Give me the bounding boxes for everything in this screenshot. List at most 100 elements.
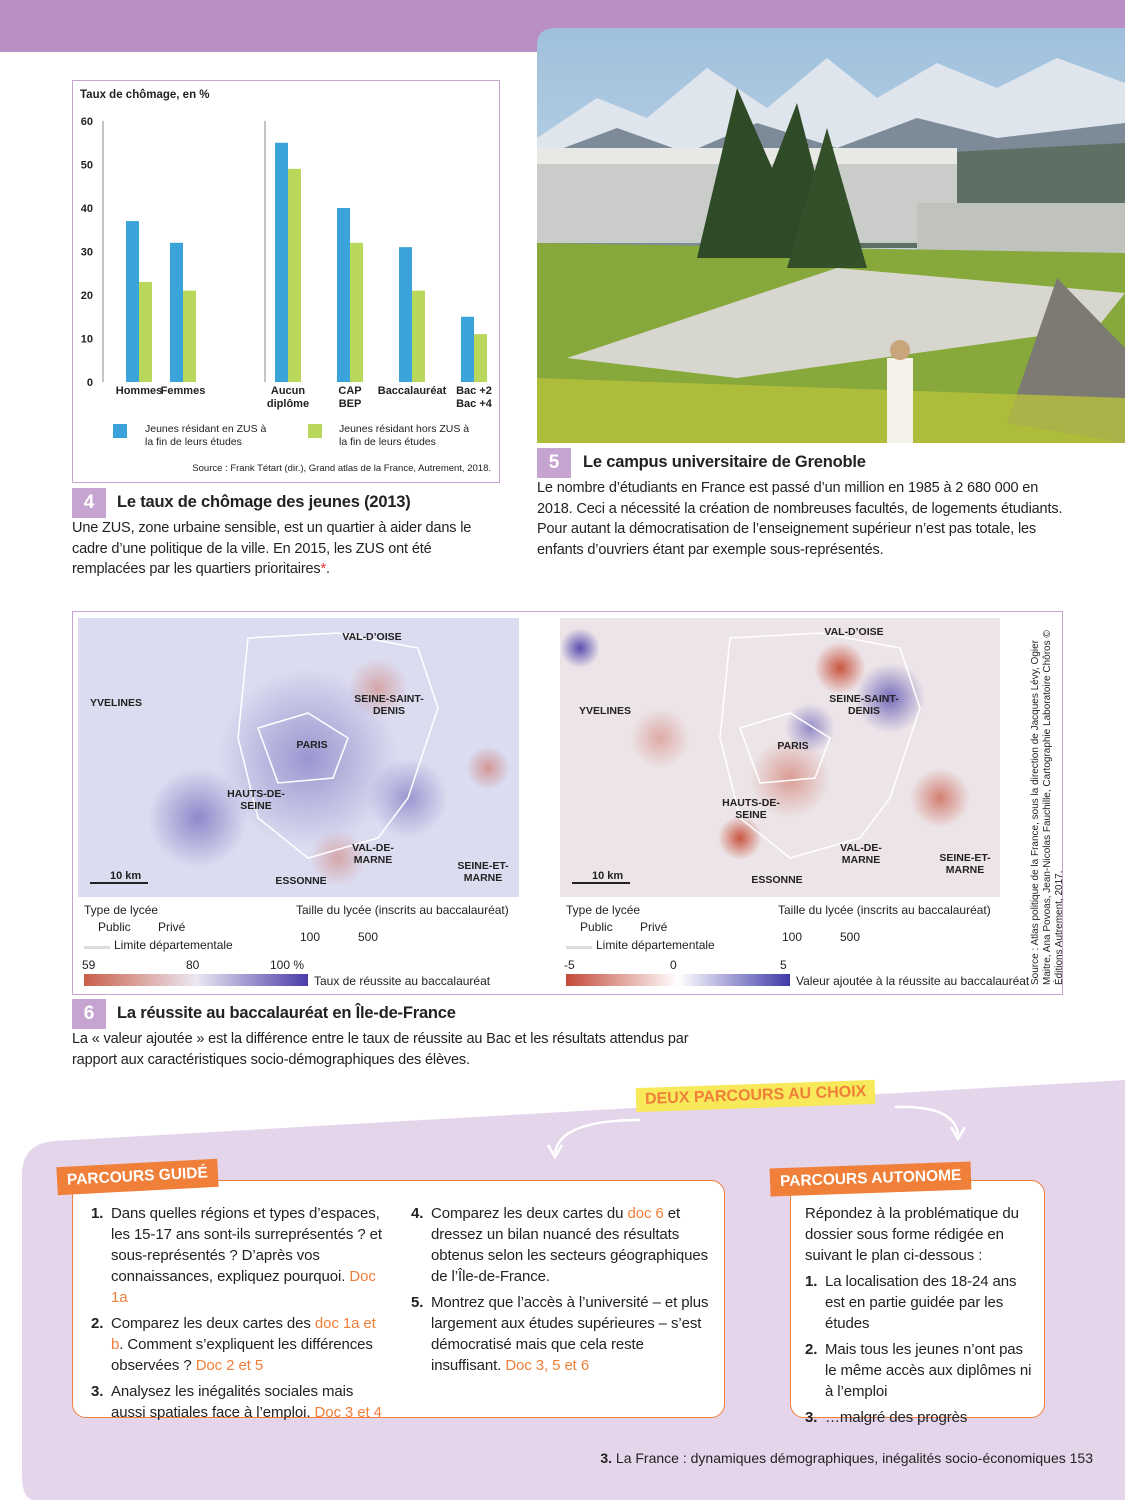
bar: [139, 281, 152, 382]
map-label: SEINE-SAINT-DENIS: [829, 693, 899, 717]
bar: [399, 247, 412, 382]
legend-title: Type de lycée: [566, 903, 641, 917]
legend-label: Jeunes résidant en ZUS à la fin de leurs…: [145, 423, 267, 448]
y-tick-label: 30: [81, 247, 93, 259]
scale-title: Valeur ajoutée à la réussite au baccalau…: [796, 974, 1030, 988]
s-text: Mais tous les jeunes n’ont pas le même a…: [825, 1341, 1032, 1400]
doc-title: Le taux de chômage des jeunes (2013): [117, 493, 411, 511]
legend-label: Privé: [640, 920, 668, 934]
q-num: 1.: [91, 1205, 104, 1222]
map-label: YVELINES: [90, 697, 142, 709]
intro: Répondez à la problématique du dossier s…: [805, 1205, 1019, 1264]
q-ref: Doc 3 et 4: [314, 1404, 382, 1421]
doc-title: Le campus universitaire de Grenoble: [583, 453, 866, 471]
photo-scene: [537, 28, 1125, 443]
x-tick-label: Baccalauréat: [377, 385, 447, 397]
q-ref: Doc 1a: [111, 1268, 376, 1306]
bar: [126, 221, 139, 382]
y-tick-label: 60: [81, 116, 93, 128]
guided-column: 1. Dans quelles régions et types d’espace…: [91, 1203, 391, 1428]
color-scale: [566, 974, 790, 986]
step: 3. …malgré des progrès: [805, 1407, 1037, 1428]
photo: [537, 28, 1125, 443]
footer-title: La France : dynamiques démographiques, i…: [615, 1450, 1066, 1466]
q-body: Montrez que l’accès à l’université – et …: [431, 1294, 709, 1374]
map-label: VAL-D’OISE: [824, 626, 884, 638]
q-ref: doc 6: [627, 1205, 664, 1222]
doc-number: 5: [537, 448, 571, 478]
chart: 0 10 20 30 40 50 60: [81, 116, 487, 389]
map-label: VAL-DE-MARNE: [840, 842, 882, 866]
map-label: ESSONNE: [275, 875, 327, 887]
bar: [474, 334, 487, 382]
footer-chapter: 3.: [600, 1450, 613, 1466]
legend-swatch: [113, 424, 127, 438]
s-text: …malgré des progrès: [825, 1409, 968, 1426]
q-text: Comparez les deux cartes du doc 6 et dre…: [431, 1203, 711, 1287]
bar: [350, 242, 363, 382]
map: [560, 618, 1000, 897]
autonomous-column: Répondez à la problématique du dossier s…: [805, 1203, 1037, 1433]
guided-column: 4. Comparez les deux cartes du doc 6 et d…: [411, 1203, 711, 1381]
scale-min: 59: [82, 958, 96, 972]
legend-label: Limite départementale: [596, 938, 715, 952]
q-text: Analysez les inégalités sociales mais au…: [111, 1381, 391, 1423]
q-body: Dans quelles régions et types d’espaces,…: [111, 1205, 382, 1285]
scale-min: -5: [564, 958, 575, 972]
map-label: VAL-D’OISE: [342, 631, 402, 643]
caption-end: .: [326, 561, 330, 577]
q-num: 2.: [91, 1315, 104, 1332]
doc-caption: Le nombre d’étudiants en France est pass…: [537, 480, 1063, 558]
legend-label: 500: [358, 930, 379, 944]
question: 1. Dans quelles régions et types d’espace…: [91, 1203, 391, 1308]
chart-source: Source : Frank Tétart (dir.), Grand atla…: [192, 463, 491, 474]
doc-caption: La « valeur ajoutée » est la différence …: [72, 1031, 689, 1068]
q-body: Analysez les inégalités sociales mais au…: [111, 1383, 354, 1421]
y-tick-label: 10: [81, 334, 93, 346]
doc-title: La réussite au baccalauréat en Île-de-Fr…: [117, 1004, 456, 1022]
chart-box: Taux de chômage, en % 0 10 20 30 40 50 60 Homm…: [72, 80, 500, 483]
y-tick-label: 20: [81, 290, 93, 302]
x-tick-label: Femmes: [160, 385, 206, 397]
map-source: Source : Atlas politique de la France, s…: [1030, 630, 1065, 985]
map-label: SEINE-ET-MARNE: [939, 852, 991, 876]
bar: [337, 208, 350, 382]
limit-swatch: [566, 946, 592, 949]
q-ref: doc 1a et b: [111, 1315, 376, 1353]
map-label: HAUTS-DE-SEINE: [227, 788, 285, 812]
map: [78, 618, 519, 897]
guided-box: 1. Dans quelles régions et types d’espace…: [72, 1180, 725, 1421]
y-tick-label: 50: [81, 160, 93, 172]
y-tick-label: 40: [81, 203, 93, 215]
bar: [288, 168, 301, 382]
map-label: SEINE-ET-MARNE: [457, 860, 509, 884]
autonomous-box: Répondez à la problématique du dossier s…: [790, 1180, 1045, 1426]
scale-max: 5: [780, 958, 787, 972]
q-text: Comparez les deux cartes des doc 1a et b…: [111, 1313, 391, 1376]
q-ref: Doc 2 et 5: [195, 1357, 264, 1374]
legend-label: Privé: [158, 920, 186, 934]
legend-label: Limite départementale: [114, 938, 233, 952]
x-tick-label: Hommes: [115, 385, 163, 397]
question: 2. Comparez les deux cartes des doc 1a et…: [91, 1313, 391, 1376]
chart-title: Taux de chômage, en %: [80, 89, 210, 101]
legend-label: 100: [782, 930, 803, 944]
map-label: PARIS: [777, 740, 809, 752]
s-num: 2.: [805, 1341, 818, 1358]
legend-label: Public: [98, 920, 131, 934]
scale-mid: 80: [186, 958, 200, 972]
doc-number: 6: [72, 999, 106, 1029]
maps-box: [72, 611, 1063, 995]
legend-label: Jeunes résidant hors ZUS à la fin de leu…: [339, 423, 470, 448]
legend-title: Taille du lycée (inscrits au baccalauréa…: [778, 903, 991, 917]
q-body: Comparez les deux cartes du: [431, 1205, 624, 1222]
legend-label: Public: [580, 920, 613, 934]
step: 2. Mais tous les jeunes n’ont pas le même…: [805, 1339, 1037, 1402]
x-tick-label: Bac +2 Bac +4: [456, 385, 492, 410]
bar: [170, 242, 183, 382]
map-label: VAL-DE-MARNE: [352, 842, 394, 866]
legend-label: 100: [300, 930, 321, 944]
footer: 3. La France : dynamiques démographiques…: [600, 1450, 1093, 1466]
legend-label: 500: [840, 930, 861, 944]
